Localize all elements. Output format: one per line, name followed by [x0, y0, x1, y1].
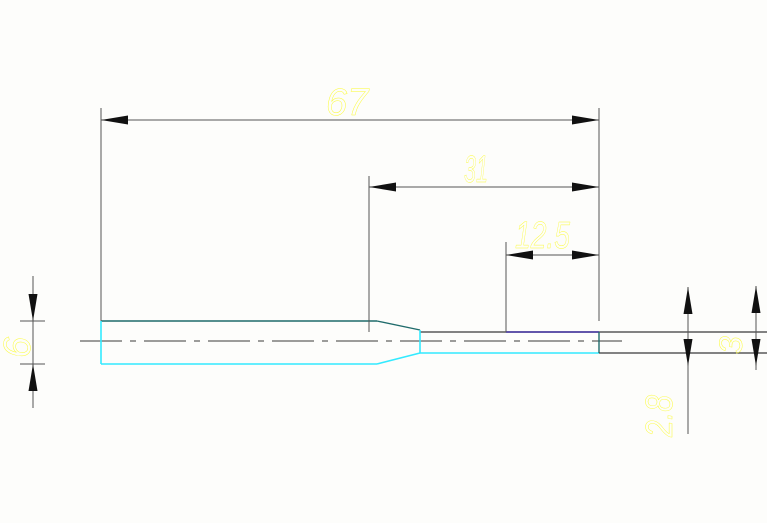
svg-text:31: 31: [464, 149, 488, 191]
svg-text:12.5: 12.5: [515, 215, 571, 257]
svg-text:2.8: 2.8: [639, 395, 681, 438]
svg-text:6: 6: [0, 336, 39, 358]
svg-text:67: 67: [326, 82, 370, 124]
svg-text:3: 3: [713, 336, 749, 354]
